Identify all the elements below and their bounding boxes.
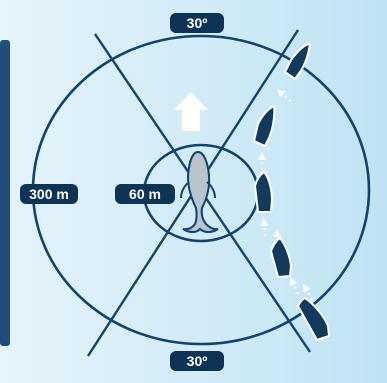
angle-label-top: 30º	[170, 13, 224, 33]
direction-arrow-icon	[174, 92, 208, 131]
angle-label-bottom: 30º	[170, 351, 224, 371]
outer-radius-label: 300 m	[20, 184, 78, 204]
side-panel	[0, 40, 10, 346]
boat-icon	[270, 237, 292, 278]
inner-radius-label: 60 m	[115, 184, 175, 204]
boat-icon	[253, 105, 276, 147]
boat-icon	[254, 171, 273, 213]
whale-icon	[180, 150, 219, 233]
boat-icon	[297, 297, 330, 341]
boat-icon	[284, 43, 311, 80]
